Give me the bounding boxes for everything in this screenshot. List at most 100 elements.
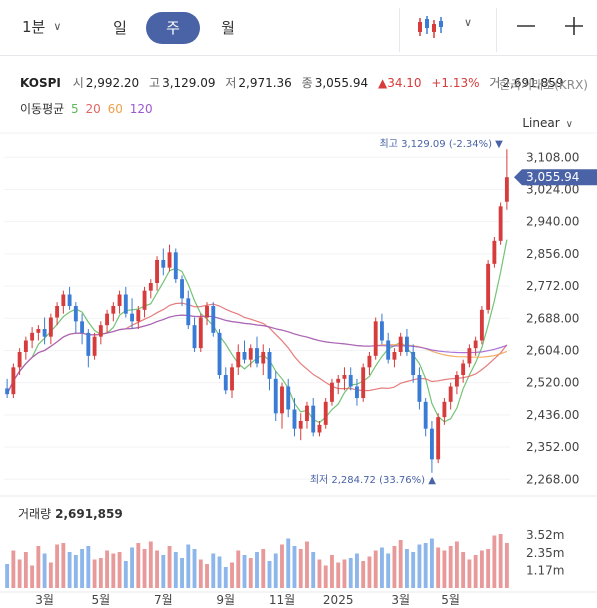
volume-bar — [404, 549, 409, 588]
volume-bar — [361, 561, 366, 588]
ma-5-label: 5 — [71, 102, 79, 116]
candle-body — [73, 306, 78, 322]
change-value: 34.10 — [387, 76, 422, 90]
volume-bar — [61, 543, 66, 588]
scale-mode-selector[interactable]: Linear ∨ — [522, 116, 573, 130]
candle-body — [436, 417, 441, 460]
candle-body — [17, 352, 22, 368]
candle-body — [323, 401, 328, 425]
price-tick-label-2: 2,940.00 — [526, 215, 579, 229]
volume-bar — [342, 559, 347, 588]
change-percent: +1.13% — [431, 76, 480, 90]
candlestick-chart-type-button[interactable] — [416, 14, 444, 40]
open-value: 2,992.20 — [85, 76, 140, 90]
volume-bar — [80, 549, 85, 588]
ma-60-label: 60 — [107, 102, 123, 116]
interval-selector[interactable]: 1분 ∨ — [22, 16, 61, 37]
volume-bar — [479, 550, 484, 588]
candle-body — [386, 340, 391, 360]
tab-month[interactable]: 월 — [221, 19, 235, 37]
candle-body — [111, 306, 116, 314]
volume-bar — [305, 541, 309, 588]
high-annotation-label: 최고 3,129.09 (-2.34%) ▼ — [380, 138, 504, 150]
chart-type-chevron-icon[interactable]: ∨ — [464, 16, 473, 29]
candle-body — [292, 409, 297, 429]
open-label: 시 — [72, 76, 84, 90]
candle-body — [479, 309, 484, 341]
volume-tick-label-1: 2.35m — [526, 546, 564, 560]
candle-body — [155, 260, 159, 283]
volume-bar — [292, 546, 297, 588]
moving-average-legend[interactable]: 이동평균 5 20 60 120 — [20, 100, 156, 117]
volume-bar — [429, 538, 434, 588]
volume-bar — [311, 552, 316, 588]
candle-body — [361, 367, 366, 398]
stock-name: KOSPI — [20, 76, 61, 90]
volume-bar — [217, 556, 222, 588]
candle-body — [336, 378, 341, 383]
volume-bar — [454, 541, 459, 588]
close-value: 3,055.94 — [314, 76, 369, 90]
candle-body — [11, 367, 16, 395]
chevron-down-icon: ∨ — [565, 119, 573, 130]
volume-bar — [492, 535, 497, 588]
toolbar-divider — [496, 8, 497, 52]
volume-bar — [261, 549, 266, 588]
volume-bar — [317, 559, 322, 588]
candle-body — [411, 352, 416, 375]
candle-body — [217, 332, 222, 375]
volume-bar — [355, 553, 359, 588]
volume-bar — [436, 547, 441, 588]
volume-bar — [467, 559, 472, 588]
candle-body — [30, 332, 35, 341]
volume-bar — [186, 544, 191, 588]
zoom-out-button[interactable] — [512, 12, 540, 40]
volume-tick-label-2: 1.17m — [526, 563, 564, 577]
volume-bar — [36, 546, 41, 588]
candle-body — [223, 375, 228, 391]
stock-summary: KOSPI 시 2,992.20 고 3,129.09 저 2,971.36 종 3,0… — [20, 74, 570, 91]
price-tick-label-7: 2,520.00 — [526, 376, 579, 390]
volume-bar — [117, 552, 122, 588]
volume-bar — [92, 559, 97, 588]
volume-bar — [286, 538, 291, 588]
tab-week[interactable]: 주 — [146, 12, 200, 44]
volume-bar — [142, 549, 147, 588]
candle-body — [280, 386, 284, 414]
candle-body — [23, 340, 28, 352]
up-triangle-icon: ▲ — [377, 76, 388, 90]
candle-body — [267, 352, 272, 379]
candle-body — [55, 306, 60, 318]
price-tick-label-10: 2,268.00 — [526, 472, 579, 486]
volume-bar — [30, 565, 35, 588]
scale-mode-label: Linear — [522, 116, 560, 130]
candle-body — [67, 294, 72, 306]
candle-body — [429, 428, 434, 460]
volume-bar — [248, 558, 253, 588]
volume-bar — [198, 559, 203, 588]
volume-bar — [386, 553, 391, 588]
volume-bar — [148, 541, 153, 588]
zoom-in-button[interactable] — [560, 12, 588, 40]
volume-bar — [298, 549, 303, 588]
candle-body — [161, 260, 166, 268]
toolbar-divider — [399, 8, 400, 52]
tab-day[interactable]: 일 — [113, 19, 127, 37]
candle-body — [230, 367, 234, 391]
volume-bar — [67, 552, 72, 588]
low-value: 2,971.36 — [238, 76, 292, 90]
volume-bar — [86, 546, 91, 588]
x-tick-label-0: 3월 — [35, 593, 54, 607]
volume-bar — [348, 558, 353, 588]
price-tick-label-9: 2,352.00 — [526, 440, 579, 454]
candle-body — [130, 313, 134, 322]
candle-body — [105, 313, 110, 326]
x-tick-label-1: 5월 — [91, 593, 110, 607]
candle-body — [380, 321, 384, 341]
candle-body — [367, 355, 372, 368]
candle-body — [86, 332, 91, 356]
current-price-marker — [514, 169, 597, 186]
candle-body — [261, 352, 266, 364]
volume-bar — [161, 555, 166, 588]
